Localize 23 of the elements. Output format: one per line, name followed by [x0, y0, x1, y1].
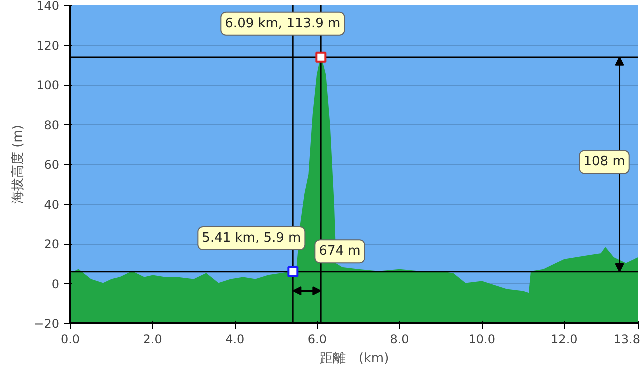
- x-tick-label: 12.0: [551, 332, 578, 346]
- annotation: 6.09 km, 113.9 m: [225, 16, 341, 32]
- x-tick-label: 4.0: [226, 332, 245, 346]
- y-tick-label: 120: [36, 38, 60, 53]
- x-tick-label: 0.0: [60, 332, 80, 346]
- x-tick-label: 2.0: [143, 332, 162, 346]
- y-tick-label: 20: [44, 238, 60, 252]
- y-tick-label: 100: [36, 78, 60, 92]
- x-tick-label: 6.0: [308, 332, 328, 346]
- y-tick-label: 40: [44, 198, 60, 212]
- x-tick-label: 13.8: [614, 332, 640, 346]
- x-tick-label: 10.0: [468, 332, 496, 346]
- x-axis-title: 距離 (km): [320, 352, 390, 366]
- y-tick-label: 60: [44, 158, 60, 172]
- y-tick-label: 0: [52, 277, 60, 292]
- y-tick-label: 140: [36, 0, 60, 13]
- annotation: 674 m: [319, 244, 361, 260]
- annotation: 108 m: [584, 154, 626, 170]
- x-tick-label: 8.0: [390, 332, 410, 346]
- annotation: 5.41 km, 5.9 m: [202, 231, 302, 246]
- y-tick-label: 80: [44, 118, 60, 132]
- y-tick-label: −20: [34, 317, 60, 331]
- y-axis-title: 海拔高度 (m): [10, 125, 26, 204]
